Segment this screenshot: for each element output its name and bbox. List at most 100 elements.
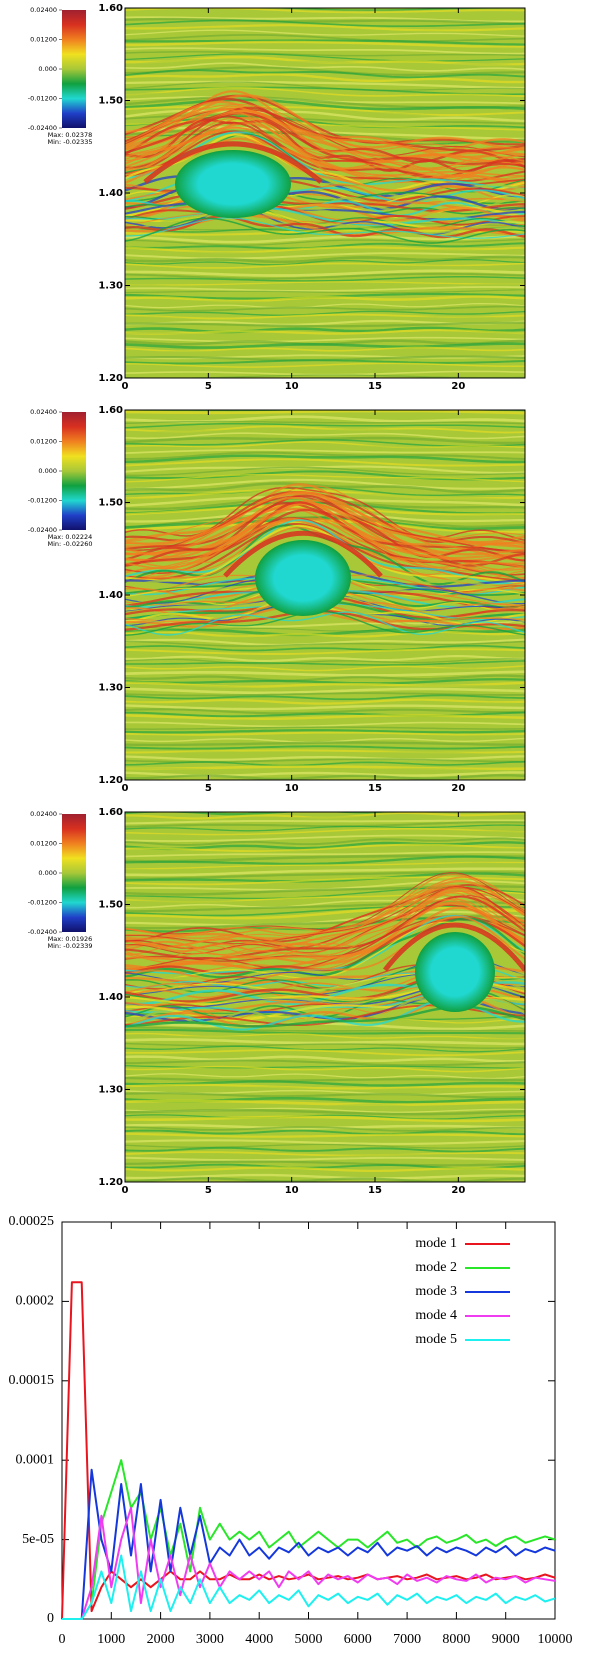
field-stripe <box>125 269 525 277</box>
y-tick-label: 0.0001 <box>16 1452 55 1467</box>
field-stripe <box>125 670 525 677</box>
x-tick-label: 10 <box>285 1185 299 1196</box>
colorbar-tick-label: 0.000 <box>38 869 57 877</box>
field-stripe <box>125 767 525 774</box>
heatmap-panel: 0 5 10 15 20 1.20 1.30 1.40 1.50 1.60 -0.02400 -0.0… <box>28 3 526 392</box>
field-stripe <box>125 1045 525 1053</box>
legend-label: mode 3 <box>415 1284 457 1299</box>
colorbar-tick-label: -0.02400 <box>28 124 57 132</box>
field-stripe <box>125 486 525 497</box>
field-stripe <box>125 731 525 736</box>
colorbar <box>62 814 86 932</box>
field-stripe <box>125 819 525 825</box>
field-stripe <box>125 638 525 646</box>
field-stripe <box>125 694 525 701</box>
colorbar-tick-label: -0.01200 <box>28 497 57 505</box>
field-stripe <box>125 855 525 866</box>
field-stripe <box>125 1143 525 1149</box>
legend-label: mode 1 <box>415 1236 457 1251</box>
field-stripe <box>125 441 525 449</box>
field-stripe <box>125 1026 525 1032</box>
field-stripe <box>125 106 525 116</box>
field-stripe <box>125 62 525 72</box>
field-stripe <box>125 667 525 675</box>
x-tick-label: 0 <box>122 783 129 794</box>
field-stripe <box>125 342 525 349</box>
series-line <box>62 1554 556 1620</box>
x-tick-label: 5 <box>205 1185 212 1196</box>
field-stripe <box>125 281 525 286</box>
field-filament <box>125 217 525 239</box>
colorbar-tick-label: 0.02400 <box>30 408 57 416</box>
field-stripe <box>125 1099 525 1107</box>
field-stripe <box>125 630 525 638</box>
field-stripe <box>125 302 525 309</box>
field-stripe <box>125 678 525 685</box>
annotation: Min: -0.02335 <box>47 138 92 146</box>
field-stripe <box>125 687 525 695</box>
field-stripe <box>125 422 525 429</box>
field-filament <box>125 915 525 984</box>
field-stripe <box>125 867 525 877</box>
y-tick-label: 0.00025 <box>9 1214 55 1229</box>
field-stripe <box>125 454 525 464</box>
colorbar-tick-label: 0.02400 <box>30 6 57 14</box>
y-tick-label: 1.60 <box>98 405 123 416</box>
field-stripe <box>125 908 525 923</box>
field-filament <box>125 892 525 956</box>
x-tick-label: 0 <box>122 381 129 392</box>
field-stripe <box>125 53 525 62</box>
field-stripe <box>125 704 525 711</box>
field-filament <box>125 217 525 244</box>
y-tick-label: 1.30 <box>98 281 123 292</box>
y-tick-label: 1.50 <box>98 900 123 911</box>
field-stripe <box>125 1153 525 1159</box>
field-stripe <box>125 871 525 880</box>
field-stripe <box>125 726 525 730</box>
field-stripe <box>125 47 525 55</box>
colorbar <box>62 412 86 530</box>
field-stripe <box>125 721 525 728</box>
field <box>125 812 525 1182</box>
field-filament <box>125 517 525 579</box>
field-stripe <box>125 1166 525 1173</box>
field-stripe <box>125 734 525 741</box>
colorbar-tick-label: 0.000 <box>38 467 57 475</box>
field-stripe <box>125 436 525 445</box>
field-stripe <box>125 1032 525 1040</box>
field-stripe <box>125 87 525 98</box>
field-filament <box>125 518 525 572</box>
field-stripe <box>125 238 525 246</box>
field-filament <box>125 206 525 227</box>
field-stripe <box>125 255 525 264</box>
field-stripe <box>125 80 525 90</box>
colorbar-tick-label: 0.01200 <box>30 438 57 446</box>
field-stripe <box>125 350 525 357</box>
field-stripe <box>125 910 525 927</box>
field-stripe <box>125 1132 525 1138</box>
field-filament <box>125 906 525 971</box>
field-stripe <box>125 1129 525 1136</box>
field-stripe <box>125 648 525 655</box>
field-stripe <box>125 830 525 840</box>
field-filament <box>125 491 525 548</box>
field-stripe <box>125 1126 525 1132</box>
field-stripe <box>125 27 525 36</box>
y-tick-label: 0 <box>47 1611 54 1626</box>
annotation: Min: -0.02339 <box>47 942 92 950</box>
field-stripe <box>125 445 525 453</box>
field-stripe <box>125 465 525 474</box>
field-stripe <box>125 851 525 858</box>
field-stripe <box>125 1120 525 1127</box>
field-stripe <box>125 761 525 767</box>
colorbar-tick-label: 0.01200 <box>30 840 57 848</box>
vortex-arc <box>223 530 383 578</box>
colorbar-tick-label: -0.02400 <box>28 928 57 936</box>
field-stripe <box>125 336 525 343</box>
field-filament <box>125 508 525 568</box>
y-tick-label: 1.20 <box>98 373 123 384</box>
field-stripe <box>125 1073 525 1080</box>
field-stripe <box>125 121 525 136</box>
field-stripe <box>125 1092 525 1099</box>
